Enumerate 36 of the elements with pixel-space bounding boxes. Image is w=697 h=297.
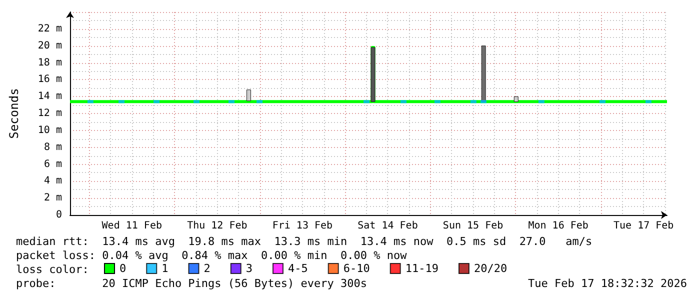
legend-label: 2: [204, 262, 210, 275]
text: packet loss: 0.04 % avg 0.84 % max 0.00 % min 0.00 % now: [16, 249, 407, 262]
text: Tue Feb 17 18:32:32 2026: [528, 277, 687, 290]
bar: [370, 47, 376, 102]
legend-label: 3: [246, 262, 252, 275]
legend-label: 11-19: [405, 262, 438, 275]
bar: [514, 96, 518, 102]
y-tick-label: 12 m: [38, 108, 62, 119]
y-tick-label: 4 m: [44, 176, 62, 187]
y-tick-label: 6 m: [44, 158, 62, 170]
x-tick-label: Wed 11 Feb: [102, 220, 162, 232]
y-tick-label: 10 m: [38, 124, 62, 136]
x-tick-label: Thu 12 Feb: [187, 220, 248, 232]
legend-label: 1: [162, 262, 168, 275]
y-axis-title: Seconds: [7, 88, 21, 139]
legend-label: 20/20: [474, 262, 508, 275]
y-tick-label: 14 m: [38, 91, 62, 102]
text: probe: 20 ICMP Echo Pings (56 Bytes) every 300s: [16, 277, 367, 290]
legend-title: loss color:: [16, 263, 89, 276]
y-tick-label: 0: [56, 210, 62, 220]
x-tick-label: Mon 16 Feb: [528, 220, 588, 232]
x-tick-label: Tue 17 Feb: [613, 220, 674, 232]
y-tick-label: 8 m: [44, 142, 62, 153]
legend-label: 6-10: [343, 262, 370, 275]
y-tick-label: 2 m: [44, 192, 62, 204]
x-tick-label: Sun 15 Feb: [442, 220, 504, 232]
x-tick-label: Fri 13 Feb: [272, 220, 333, 232]
y-tick-label: 16 m: [38, 74, 62, 86]
y-tick-label: 22 m: [38, 23, 62, 34]
legend-label: 4-5: [288, 262, 308, 275]
x-tick-label: Sat 14 Feb: [358, 220, 418, 232]
text: median rtt: 13.4 ms avg 19.8 ms max 13.3 ms min 13.4 ms now 0.5 ms sd 27.0 am/s: [16, 235, 592, 248]
y-tick-label: 20 m: [38, 40, 62, 52]
bar: [481, 46, 486, 102]
legend-label: 0: [120, 262, 126, 275]
y-tick-label: 18 m: [38, 57, 62, 68]
